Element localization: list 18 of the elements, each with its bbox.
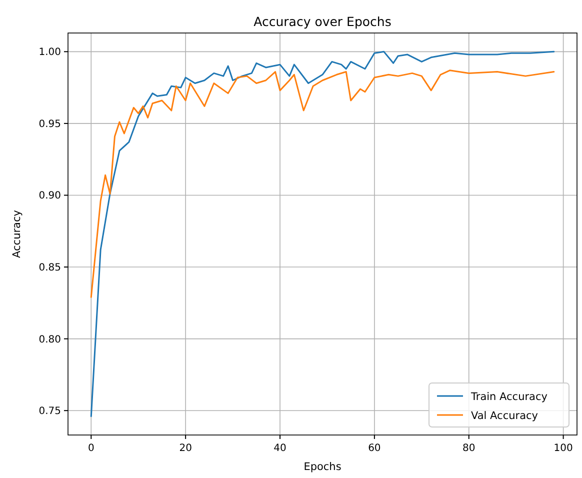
y-tick-label: 0.90 xyxy=(38,190,61,202)
y-tick-label: 1.00 xyxy=(38,47,61,58)
y-tick-label: 0.80 xyxy=(38,334,61,346)
x-tick-label: 40 xyxy=(274,443,286,454)
y-axis-title: Accuracy xyxy=(11,210,23,258)
y-tick-label: 0.95 xyxy=(38,118,61,130)
x-axis-title: Epochs xyxy=(304,461,342,473)
y-tick-label: 0.75 xyxy=(38,406,61,418)
chart-title: Accuracy over Epochs xyxy=(254,14,392,29)
x-tick-label: 80 xyxy=(462,443,476,454)
x-tick-label: 100 xyxy=(554,443,573,454)
y-tick-label: 0.85 xyxy=(38,262,61,274)
line-series xyxy=(90,70,555,298)
x-tick-label: 60 xyxy=(368,443,381,454)
legend-label: Train Accuracy xyxy=(470,391,548,403)
x-tick-label: 0 xyxy=(88,443,94,454)
x-tick-label: 20 xyxy=(179,443,192,454)
legend-label: Val Accuracy xyxy=(471,410,538,422)
